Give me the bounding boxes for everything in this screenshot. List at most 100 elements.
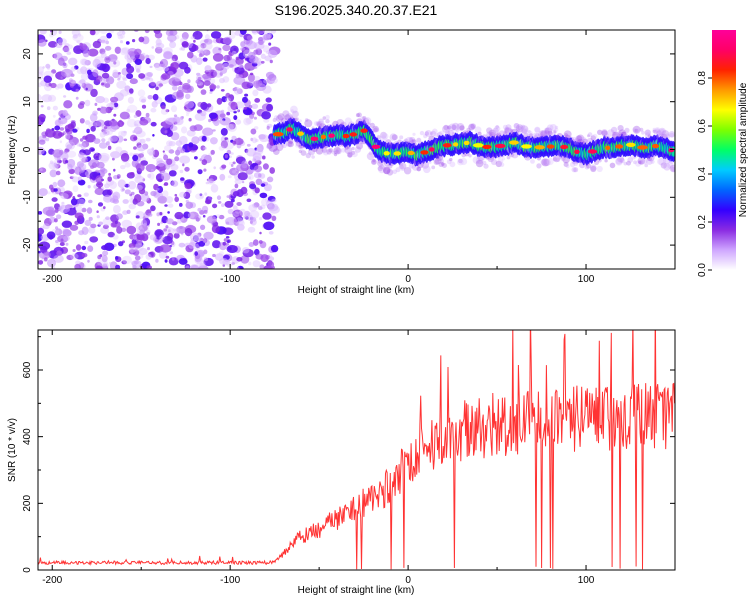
noise-speckle <box>160 58 169 68</box>
noise-speckle <box>171 180 179 187</box>
noise-speckle <box>178 242 186 248</box>
noise-speckle <box>247 73 256 83</box>
noise-speckle <box>208 118 212 123</box>
noise-speckle <box>220 89 225 92</box>
noise-speckle <box>166 140 173 147</box>
noise-speckle <box>92 69 99 77</box>
noise-speckle <box>241 81 251 90</box>
noise-speckle <box>77 176 82 181</box>
noise-speckle <box>39 30 47 35</box>
ridge-halo-speck <box>658 157 667 166</box>
noise-speckle <box>119 47 129 56</box>
ridge-halo-speck <box>455 129 459 133</box>
noise-speckle <box>212 129 216 132</box>
noise-speckle <box>104 265 108 269</box>
noise-speckle <box>254 66 257 69</box>
noise-speckle <box>74 166 82 175</box>
ridge-halo-speck <box>311 126 315 130</box>
noise-speckle <box>108 172 111 176</box>
noise-speckle <box>83 192 89 197</box>
noise-speckle <box>167 34 177 42</box>
ridge-halo-speck <box>632 125 641 134</box>
noise-speckle <box>46 106 51 111</box>
noise-speckle <box>99 30 108 34</box>
ridge-halo-speck <box>431 165 436 170</box>
noise-speckle <box>220 140 228 149</box>
noise-speckle <box>103 80 106 84</box>
ridge-halo-speck <box>492 127 499 135</box>
noise-speckle <box>119 111 130 120</box>
noise-speckle <box>137 89 146 97</box>
ridge-halo-speck <box>448 123 457 131</box>
noise-speckle <box>208 112 218 119</box>
noise-speckle <box>129 88 134 94</box>
ridge-halo-speck <box>655 128 660 134</box>
noise-speckle <box>141 52 146 57</box>
ridge-halo-speck <box>362 116 367 121</box>
ridge-halo-speck <box>321 147 327 153</box>
ridge-halo-speck <box>392 169 398 175</box>
noise-speckle <box>46 66 51 70</box>
noise-speckle <box>146 265 152 269</box>
noise-speckle <box>128 180 137 190</box>
ridge-halo-speck <box>419 130 425 136</box>
ridge-hotspot <box>310 136 319 141</box>
noise-speckle <box>45 128 51 134</box>
noise-speckle <box>76 68 85 75</box>
noise-speckle <box>142 178 146 182</box>
ridge-halo-speck <box>641 158 648 165</box>
noise-speckle <box>171 58 176 62</box>
noise-speckle <box>134 175 145 184</box>
ridge-hotspot <box>560 144 569 150</box>
noise-speckle <box>95 119 106 127</box>
ridge-halo-speck <box>459 125 465 131</box>
noise-speckle <box>161 73 171 80</box>
noise-speckle <box>170 105 178 113</box>
noise-speckle <box>43 251 50 256</box>
ridge-hotspot <box>371 144 381 149</box>
noise-speckle <box>67 163 73 170</box>
noise-speckle <box>162 150 165 153</box>
noise-speckle <box>239 30 247 35</box>
noise-speckle <box>71 175 75 179</box>
noise-speckle <box>239 74 243 78</box>
ridge-halo-speck <box>447 125 452 130</box>
noise-speckle <box>261 198 269 206</box>
noise-speckle <box>155 258 159 263</box>
noise-speckle <box>53 162 58 167</box>
ridge-halo-speck <box>298 149 302 153</box>
ridge-halo-speck <box>446 159 452 165</box>
noise-speckle <box>250 128 257 135</box>
noise-speckle <box>85 120 90 125</box>
ridge-halo-speck <box>416 166 422 172</box>
noise-speckle <box>155 38 162 46</box>
noise-speckle <box>39 168 43 172</box>
noise-speckle <box>151 100 158 108</box>
noise-speckle <box>129 78 138 85</box>
noise-speckle <box>38 146 45 155</box>
colorbar-tick-label: 0.2 <box>697 215 708 229</box>
noise-speckle <box>254 75 260 81</box>
noise-speckle <box>107 176 112 182</box>
ridge-halo-speck <box>658 127 666 136</box>
noise-speckle <box>193 39 196 43</box>
noise-speckle <box>46 191 51 195</box>
noise-speckle <box>112 234 119 240</box>
ridge-halo-speck <box>386 169 394 176</box>
ridge-halo-speck <box>300 150 307 156</box>
noise-speckle <box>165 255 170 259</box>
noise-speckle <box>38 167 47 173</box>
ridge-hotspot <box>420 150 429 155</box>
ridge-halo-speck <box>520 125 529 134</box>
noise-speckle <box>260 60 265 64</box>
noise-speckle <box>225 221 230 225</box>
noise-speckle <box>103 206 106 210</box>
ridge-halo-speck <box>575 135 583 143</box>
ridge-halo-speck <box>633 160 637 165</box>
noise-speckle <box>191 44 199 52</box>
ridge-halo-speck <box>367 122 371 126</box>
noise-speckle <box>183 211 191 219</box>
noise-speckle <box>85 133 96 143</box>
noise-speckle <box>71 176 80 183</box>
noise-speckle <box>264 186 270 191</box>
